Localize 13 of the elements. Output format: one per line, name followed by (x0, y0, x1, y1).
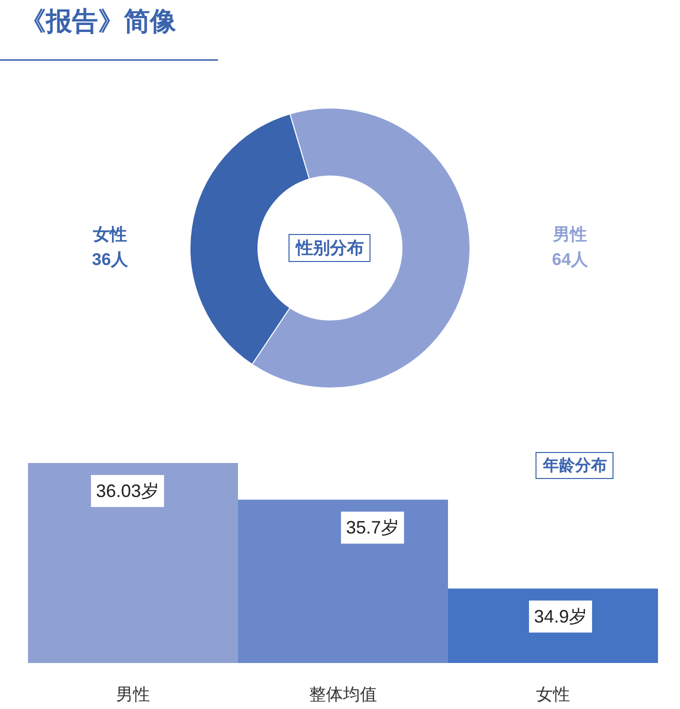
data-label: 64人 (552, 250, 589, 269)
x-tick-label: 女性 (536, 685, 570, 704)
title: 《报告》简像 (20, 6, 176, 36)
note: 性别分布 (296, 238, 364, 258)
title: 年龄分布 (543, 458, 607, 474)
x-tick-label: 整体均值 (309, 685, 377, 704)
slice-label: 男性 (552, 225, 587, 244)
slice-label: 女性 (92, 225, 127, 244)
data-label: 36人 (92, 250, 129, 269)
x-tick-label: 男性 (116, 685, 150, 704)
data-label: 34.9岁 (534, 606, 588, 627)
data-label: 36.03岁 (96, 481, 160, 501)
data-label: 35.7岁 (346, 518, 400, 538)
